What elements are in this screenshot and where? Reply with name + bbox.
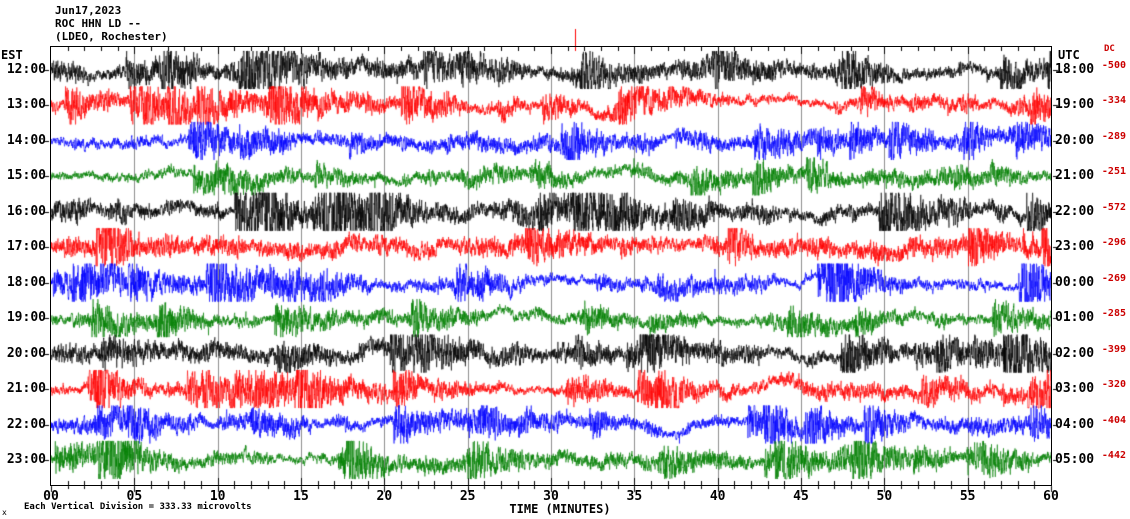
x-tick-label: 05 bbox=[126, 489, 143, 504]
corner-mark: x bbox=[2, 508, 7, 517]
x-tick-label: 15 bbox=[293, 489, 309, 504]
x-tick-label: 10 bbox=[209, 489, 226, 504]
utc-hour-label: 23:00 bbox=[1055, 239, 1095, 255]
x-tick-label: 35 bbox=[626, 489, 643, 504]
dc-value: -285 bbox=[1101, 308, 1126, 320]
x-tick-label: 00 bbox=[43, 489, 59, 504]
est-hour-label: 17:00 bbox=[6, 239, 46, 255]
est-hour-label: 15:00 bbox=[6, 168, 46, 184]
x-tick-label: 60 bbox=[1043, 489, 1059, 504]
est-hour-label: 22:00 bbox=[6, 416, 46, 432]
dc-axis-title: DC bbox=[1104, 44, 1115, 54]
utc-hour-label: 02:00 bbox=[1055, 345, 1095, 361]
x-tick-label: 25 bbox=[459, 489, 476, 504]
utc-hour-label: 00:00 bbox=[1055, 274, 1095, 290]
utc-hour-label: 19:00 bbox=[1055, 97, 1095, 113]
dc-value: -320 bbox=[1101, 379, 1126, 391]
x-tick-label: 20 bbox=[376, 489, 393, 504]
est-hour-label: 19:00 bbox=[6, 310, 46, 326]
utc-hour-label: 01:00 bbox=[1055, 310, 1095, 326]
est-hour-label: 18:00 bbox=[6, 274, 46, 290]
dc-value: -399 bbox=[1101, 343, 1126, 355]
helicorder-plot bbox=[50, 46, 1052, 486]
header-station: ROC HHN LD -- bbox=[55, 17, 142, 30]
est-hour-label: 23:00 bbox=[6, 451, 46, 467]
x-tick-label: 50 bbox=[876, 489, 893, 504]
header-location: (LDEO, Rochester) bbox=[55, 30, 168, 43]
dc-value: -289 bbox=[1101, 130, 1126, 142]
scale-note: Each Vertical Division = 333.33 microvol… bbox=[24, 502, 252, 512]
x-tick-label: 30 bbox=[543, 489, 559, 504]
right-axis-title: UTC bbox=[1058, 48, 1080, 62]
x-tick-label: 40 bbox=[709, 489, 726, 504]
header-date: Jun17,2023 bbox=[55, 4, 122, 17]
x-axis-label: TIME (MINUTES) bbox=[509, 502, 611, 516]
x-tick-label: 55 bbox=[959, 489, 976, 504]
est-hour-label: 14:00 bbox=[6, 132, 46, 148]
dc-value: -404 bbox=[1101, 414, 1126, 426]
dc-value: -251 bbox=[1101, 166, 1126, 178]
utc-hour-label: 05:00 bbox=[1055, 451, 1095, 467]
dc-value: -500 bbox=[1101, 60, 1126, 71]
est-hour-label: 13:00 bbox=[6, 97, 46, 113]
utc-hour-label: 22:00 bbox=[1055, 203, 1095, 219]
utc-hour-label: 20:00 bbox=[1055, 132, 1095, 148]
left-axis-title: EST bbox=[1, 48, 23, 62]
dc-value: -572 bbox=[1101, 201, 1126, 213]
utc-hour-label: 18:00 bbox=[1055, 62, 1095, 77]
dc-value: -269 bbox=[1101, 272, 1126, 284]
dc-value: -296 bbox=[1101, 237, 1126, 249]
est-hour-label: 12:00 bbox=[6, 62, 46, 77]
x-tick-label: 45 bbox=[793, 489, 809, 504]
utc-hour-label: 21:00 bbox=[1055, 168, 1095, 184]
est-hour-label: 16:00 bbox=[6, 203, 46, 219]
dc-value: -442 bbox=[1101, 449, 1126, 461]
trace-canvas bbox=[51, 47, 1051, 485]
dc-value: -334 bbox=[1101, 95, 1126, 107]
utc-hour-label: 03:00 bbox=[1055, 381, 1095, 397]
est-hour-label: 20:00 bbox=[6, 345, 46, 361]
est-hour-label: 21:00 bbox=[6, 381, 46, 397]
utc-hour-label: 04:00 bbox=[1055, 416, 1095, 432]
